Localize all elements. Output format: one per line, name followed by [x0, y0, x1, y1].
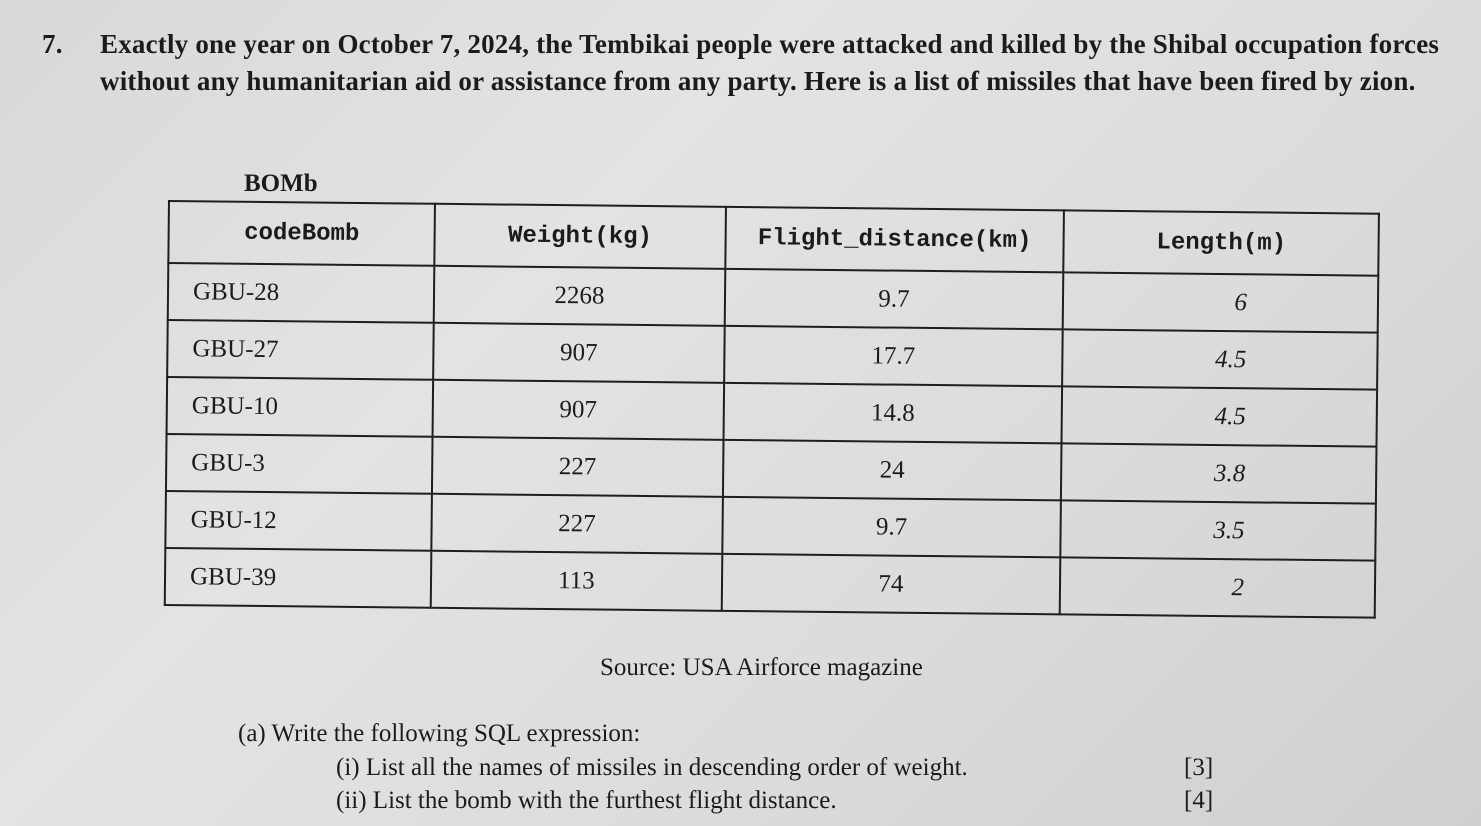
question-number: 7. [42, 29, 63, 59]
table-source: Source: USA Airforce magazine [600, 654, 923, 681]
cell-length: 3.8 [1061, 443, 1377, 504]
cell-weight: 227 [432, 436, 724, 497]
cell-length: 6 [1063, 272, 1379, 333]
cell-distance: 24 [722, 439, 1062, 501]
cell-weight: 227 [431, 493, 723, 554]
part-a-label: (a) Write the following SQL expression: [238, 720, 641, 747]
cell-code: GBU-10 [166, 377, 434, 437]
cell-length: 3.5 [1060, 500, 1376, 561]
cell-distance: 9.7 [724, 268, 1064, 330]
sub-question-i: (i) List all the names of missiles in de… [336, 754, 968, 781]
sub-question-ii: (ii) List the bomb with the furthest fli… [336, 787, 837, 814]
cell-distance: 9.7 [721, 496, 1062, 558]
cell-distance: 14.8 [723, 382, 1063, 444]
cell-weight: 2268 [433, 265, 725, 326]
cell-weight: 113 [430, 550, 722, 611]
cell-distance: 74 [721, 553, 1061, 615]
cell-code: GBU-3 [165, 433, 433, 494]
header-weight: Weight(kg) [434, 203, 726, 269]
cell-code: GBU-28 [167, 263, 435, 323]
cell-weight: 907 [432, 379, 724, 440]
header-length: Length(m) [1063, 210, 1379, 276]
table-caption: BOMb [244, 170, 318, 197]
cell-weight: 907 [433, 322, 725, 383]
cell-code: GBU-12 [165, 490, 433, 551]
cell-length: 2 [1060, 557, 1376, 618]
header-codebomb: codeBomb [168, 201, 436, 266]
bomb-table: codeBomb Weight(kg) Flight_distance(km) … [164, 200, 1380, 619]
cell-code: GBU-27 [167, 320, 434, 380]
cell-distance: 17.7 [723, 325, 1064, 387]
question-7: 7. Exactly one year on October 7, 2024, … [42, 26, 1452, 100]
question-body: Exactly one year on October 7, 2024, the… [100, 29, 1440, 96]
cell-code: GBU-39 [164, 547, 432, 608]
marks-ii: [4] [1184, 787, 1214, 814]
cell-length: 4.5 [1062, 329, 1378, 390]
question-text: Exactly one year on October 7, 2024, the… [100, 26, 1452, 100]
marks-i: [3] [1184, 754, 1214, 781]
cell-length: 4.5 [1061, 386, 1378, 447]
bomb-table-wrapper: codeBomb Weight(kg) Flight_distance(km) … [164, 200, 1380, 619]
table-row: GBU-39 113 74 2 [164, 547, 1376, 618]
header-flight-distance: Flight_distance(km) [724, 206, 1065, 273]
